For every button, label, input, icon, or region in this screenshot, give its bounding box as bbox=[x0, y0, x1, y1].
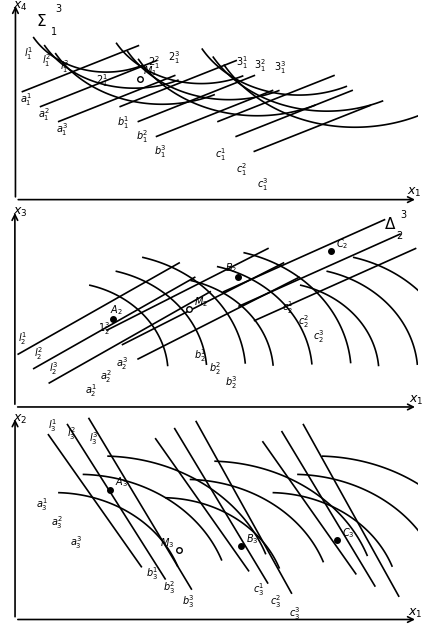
Text: $x_3$: $x_3$ bbox=[13, 206, 27, 219]
Text: $l_2^3$: $l_2^3$ bbox=[49, 360, 59, 377]
Text: $1_2^3$: $1_2^3$ bbox=[98, 321, 110, 337]
Text: $a_1^3$: $a_1^3$ bbox=[56, 121, 68, 138]
Text: $3$: $3$ bbox=[54, 3, 62, 15]
Text: $\Sigma$: $\Sigma$ bbox=[36, 13, 47, 29]
Text: $l_1^1$: $l_1^1$ bbox=[24, 45, 33, 62]
Text: $c_3^3$: $c_3^3$ bbox=[289, 606, 301, 622]
Text: $x_1$: $x_1$ bbox=[408, 606, 422, 620]
Text: $a_1^1$: $a_1^1$ bbox=[20, 91, 32, 108]
Text: $b_1^1$: $b_1^1$ bbox=[117, 114, 130, 131]
Text: $c_1^3$: $c_1^3$ bbox=[257, 176, 269, 193]
Text: $3_1^1$: $3_1^1$ bbox=[236, 54, 248, 71]
Text: $3_1^2$: $3_1^2$ bbox=[254, 57, 266, 74]
Text: $3_1^3$: $3_1^3$ bbox=[274, 59, 286, 76]
Text: $c_1^1$: $c_1^1$ bbox=[215, 146, 227, 163]
Text: $x_1$: $x_1$ bbox=[407, 186, 421, 199]
Text: $c_3^1$: $c_3^1$ bbox=[253, 581, 265, 598]
Text: $l_3^3$: $l_3^3$ bbox=[89, 430, 98, 447]
Text: $b_3^2$: $b_3^2$ bbox=[163, 579, 175, 596]
Text: $b_1^2$: $b_1^2$ bbox=[135, 128, 148, 145]
Text: $c_2^1$: $c_2^1$ bbox=[282, 299, 294, 316]
Text: $2_1^3$: $2_1^3$ bbox=[168, 49, 180, 66]
Text: $l_3^2$: $l_3^2$ bbox=[68, 425, 76, 442]
Text: $B_2$: $B_2$ bbox=[225, 262, 237, 275]
Text: $C_3$: $C_3$ bbox=[341, 526, 354, 540]
Text: $a_1^2$: $a_1^2$ bbox=[38, 106, 50, 123]
Text: $l_2^1$: $l_2^1$ bbox=[18, 330, 27, 346]
Text: $c_2^2$: $c_2^2$ bbox=[298, 314, 309, 331]
Text: $b_2^3$: $b_2^3$ bbox=[225, 374, 238, 391]
Text: $a_2^1$: $a_2^1$ bbox=[85, 382, 97, 399]
Text: $b_3^3$: $b_3^3$ bbox=[182, 594, 195, 610]
Text: $B_3$: $B_3$ bbox=[246, 533, 259, 546]
Text: $b_1^3$: $b_1^3$ bbox=[154, 143, 166, 160]
Text: $x_2$: $x_2$ bbox=[13, 413, 27, 426]
Text: $b_2^1$: $b_2^1$ bbox=[194, 347, 206, 364]
Text: $c_1^2$: $c_1^2$ bbox=[236, 162, 248, 178]
Text: $2_1^2$: $2_1^2$ bbox=[148, 54, 160, 71]
Text: $C_2$: $C_2$ bbox=[335, 237, 348, 251]
Text: $A_3$: $A_3$ bbox=[115, 476, 128, 489]
Text: $b_3^1$: $b_3^1$ bbox=[146, 565, 159, 582]
Text: $x_4$: $x_4$ bbox=[13, 0, 27, 13]
Text: $M_1$: $M_1$ bbox=[143, 64, 157, 78]
Text: $b_2^2$: $b_2^2$ bbox=[209, 360, 222, 377]
Text: $l_3^1$: $l_3^1$ bbox=[49, 417, 57, 433]
Text: $A_2$: $A_2$ bbox=[110, 303, 123, 317]
Text: $x_1$: $x_1$ bbox=[409, 394, 422, 407]
Text: $a_3^2$: $a_3^2$ bbox=[51, 514, 63, 531]
Text: $c_2^3$: $c_2^3$ bbox=[314, 328, 325, 345]
Text: $1$: $1$ bbox=[50, 25, 58, 37]
Text: $\Delta$: $\Delta$ bbox=[384, 216, 397, 232]
Text: $l_1^2$: $l_1^2$ bbox=[42, 52, 51, 69]
Text: $a_3^3$: $a_3^3$ bbox=[70, 534, 82, 551]
Text: $l_1^3$: $l_1^3$ bbox=[60, 58, 69, 75]
Text: $M_2$: $M_2$ bbox=[194, 295, 208, 309]
Text: $a_2^3$: $a_2^3$ bbox=[116, 355, 128, 372]
Text: $a_3^1$: $a_3^1$ bbox=[36, 496, 49, 513]
Text: $a_2^2$: $a_2^2$ bbox=[100, 369, 112, 385]
Text: $l_2^2$: $l_2^2$ bbox=[34, 345, 43, 362]
Text: $c_3^2$: $c_3^2$ bbox=[270, 594, 281, 610]
Text: $3$: $3$ bbox=[400, 208, 407, 220]
Text: $2_1^1$: $2_1^1$ bbox=[97, 72, 108, 88]
Text: $2$: $2$ bbox=[395, 229, 403, 241]
Text: $M_3$: $M_3$ bbox=[160, 536, 175, 550]
